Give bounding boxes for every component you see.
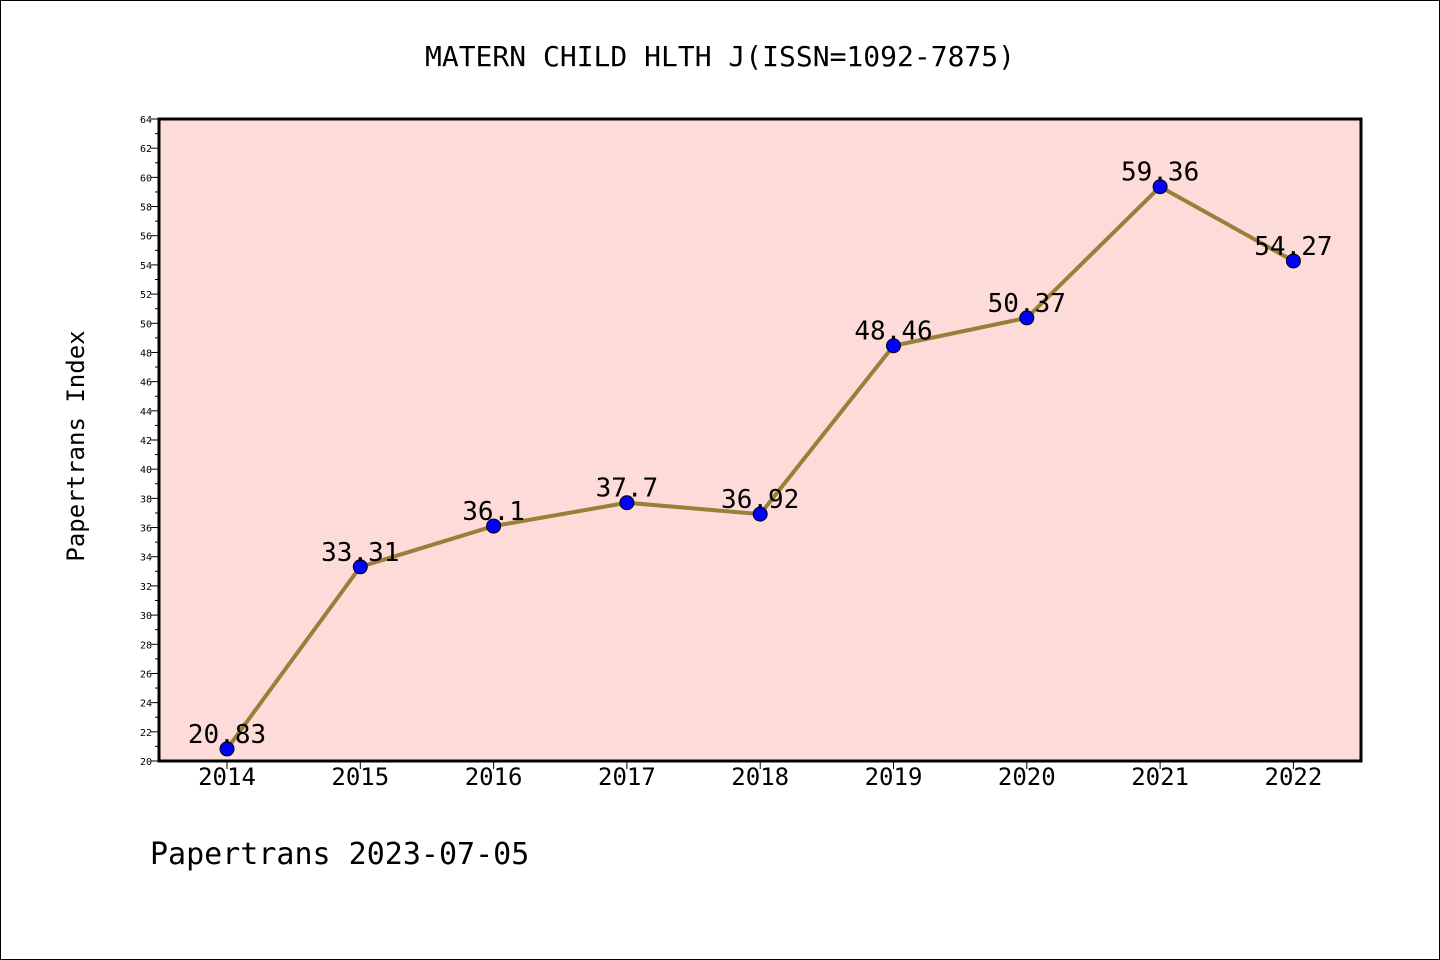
footer-date-label: Papertrans 2023-07-05 xyxy=(150,837,529,872)
y-tick-label: 56 xyxy=(140,232,152,243)
y-tick-label: 38 xyxy=(140,494,152,505)
data-point xyxy=(1019,310,1035,326)
x-tick-label: 2014 xyxy=(198,763,256,791)
y-tick-label: 20 xyxy=(140,757,152,768)
x-tick-label: 2018 xyxy=(731,763,789,791)
data-label: 36.1 xyxy=(462,497,525,527)
x-tick-label: 2022 xyxy=(1265,763,1323,791)
y-tick-label: 58 xyxy=(140,203,152,214)
x-tick-label: 2015 xyxy=(331,763,389,791)
data-label: 48.46 xyxy=(854,317,932,347)
y-tick-label: 64 xyxy=(140,115,152,126)
data-label: 33.31 xyxy=(321,538,399,568)
y-tick-label: 30 xyxy=(140,611,152,622)
y-tick-label: 44 xyxy=(140,407,152,418)
data-point xyxy=(1152,179,1168,195)
y-tick-label: 62 xyxy=(140,144,152,155)
y-tick-label: 60 xyxy=(140,173,152,184)
x-tick-label: 2016 xyxy=(465,763,523,791)
data-label: 50.37 xyxy=(988,289,1066,319)
data-label: 59.36 xyxy=(1121,158,1199,188)
x-tick-label: 2020 xyxy=(998,763,1056,791)
y-axis-label: Papertrans Index xyxy=(62,330,90,561)
x-tick-label: 2021 xyxy=(1131,763,1189,791)
y-tick-label: 46 xyxy=(140,378,152,389)
y-tick-label: 36 xyxy=(140,524,152,535)
y-tick-label: 52 xyxy=(140,290,152,301)
data-point xyxy=(219,741,235,757)
chart-title: MATERN CHILD HLTH J(ISSN=1092-7875) xyxy=(425,40,1015,73)
y-tick-label: 28 xyxy=(140,640,152,651)
data-label: 54.27 xyxy=(1254,232,1332,262)
y-tick-label: 32 xyxy=(140,582,152,593)
y-tick-label: 54 xyxy=(140,261,152,272)
y-tick-label: 24 xyxy=(140,699,152,710)
y-tick-label: 34 xyxy=(140,553,152,564)
x-tick-label: 2019 xyxy=(865,763,923,791)
x-tick-label: 2017 xyxy=(598,763,656,791)
plot-area xyxy=(157,117,1363,763)
data-label: 20.83 xyxy=(188,720,266,750)
data-point xyxy=(886,338,901,354)
data-point xyxy=(486,518,502,534)
data-label: 37.7 xyxy=(596,474,659,504)
data-point xyxy=(352,559,368,575)
y-tick-label: 50 xyxy=(140,319,152,330)
y-tick-label: 26 xyxy=(140,669,152,680)
y-tick-label: 40 xyxy=(140,465,152,476)
y-tick-label: 42 xyxy=(140,436,152,447)
data-point xyxy=(752,506,768,522)
y-tick-label: 22 xyxy=(140,728,152,739)
series-layer: 20.83 33.31 36.1 37.7 36.92 48.46 50.37 59.36 54… xyxy=(188,158,1333,757)
x-axis: 2014 2015 2016 2017 2018 2019 2020 2021 2022 xyxy=(198,761,1322,791)
y-tick-label: 48 xyxy=(140,348,152,359)
data-label: 36.92 xyxy=(721,485,799,515)
data-point xyxy=(1285,253,1301,269)
y-axis: 20 22 24 26 28 30 32 34 36 38 40 42 44 46 48 50 52 54 56 58… xyxy=(140,115,159,768)
data-point xyxy=(619,495,635,511)
